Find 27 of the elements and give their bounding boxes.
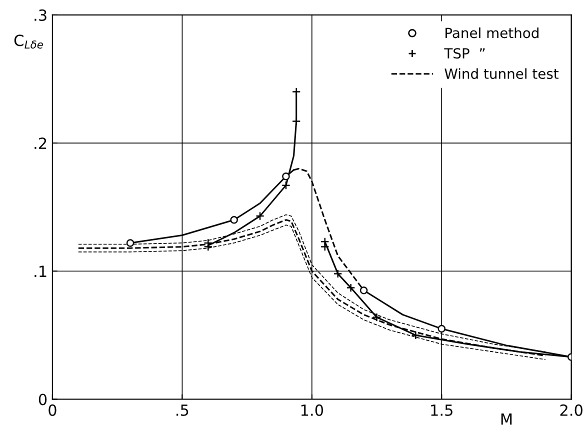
point — [320, 242, 330, 252]
point — [411, 330, 420, 340]
x-tick-label: 2.0 — [560, 404, 582, 416]
x-tick-label: 1.5 — [431, 404, 452, 416]
y-axis-title: C$_{Lδe}$ — [14, 34, 43, 49]
point — [438, 324, 446, 333]
x-tick-label: .5 — [176, 404, 188, 416]
point — [256, 212, 264, 220]
legend-label: Wind tunnel test — [444, 68, 559, 79]
x-tick-label: 1.0 — [301, 404, 324, 416]
point — [360, 286, 368, 294]
legend-label: Panel method — [446, 27, 538, 38]
point — [282, 180, 290, 190]
point — [372, 312, 382, 322]
y-tick-label: .1 — [34, 266, 46, 277]
point — [292, 87, 301, 96]
y-tick-label: 0 — [38, 394, 47, 406]
y-tick-label: .3 — [34, 9, 46, 21]
x-tick-label: 0 — [48, 404, 56, 416]
point — [333, 269, 342, 278]
point — [126, 239, 134, 247]
y-tick-label: .2 — [34, 138, 46, 149]
point — [346, 283, 356, 292]
x-axis-title: M — [501, 413, 512, 425]
point — [230, 216, 238, 224]
point — [282, 172, 290, 180]
legend-label: TSP ” — [444, 48, 485, 59]
